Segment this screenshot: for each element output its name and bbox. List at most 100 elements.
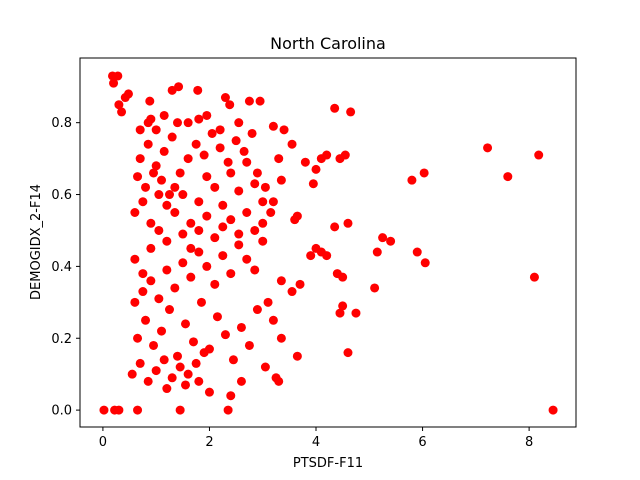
data-point	[231, 136, 241, 146]
data-point	[279, 125, 289, 135]
data-point	[183, 154, 193, 164]
data-point	[412, 247, 422, 257]
data-point	[223, 405, 233, 415]
data-point	[260, 182, 270, 192]
data-point	[183, 369, 193, 379]
data-point	[159, 110, 169, 120]
data-point	[151, 125, 161, 135]
data-point	[226, 391, 236, 401]
data-point	[113, 71, 123, 81]
data-point	[386, 236, 396, 246]
y-tick-label: 0.4	[51, 260, 72, 275]
y-tick-label: 0.2	[51, 332, 72, 347]
data-point	[154, 294, 164, 304]
data-point	[351, 308, 361, 318]
data-point	[295, 279, 305, 289]
data-point	[159, 146, 169, 156]
data-point	[247, 128, 257, 138]
data-point	[242, 254, 252, 264]
data-point	[167, 373, 177, 383]
data-point	[130, 297, 140, 307]
data-point	[258, 218, 268, 228]
data-point	[420, 258, 430, 268]
data-point	[194, 376, 204, 386]
data-point	[165, 305, 174, 315]
data-point	[244, 340, 254, 350]
data-point	[343, 348, 353, 358]
data-point	[258, 236, 268, 246]
data-point	[218, 222, 228, 232]
data-point	[252, 305, 262, 315]
x-axis-ticks: 0 2 4 6 8	[99, 427, 533, 450]
x-tick-label: 0	[99, 435, 107, 450]
data-point	[135, 358, 145, 368]
y-axis-label: DEMOGIDX_2-F14	[29, 184, 44, 300]
data-point	[143, 139, 153, 149]
data-point	[250, 225, 260, 235]
data-point	[215, 125, 225, 135]
data-point	[188, 337, 198, 347]
data-point	[210, 233, 220, 243]
data-point	[146, 243, 156, 253]
data-point	[199, 150, 209, 160]
data-point	[138, 269, 148, 279]
data-point	[180, 319, 190, 329]
data-point	[207, 128, 217, 138]
data-point	[157, 175, 167, 185]
data-point	[135, 125, 145, 135]
data-point	[191, 139, 201, 149]
data-point	[308, 179, 318, 189]
data-point	[220, 330, 230, 340]
data-point	[236, 322, 246, 332]
data-point	[143, 376, 153, 386]
data-point	[151, 161, 161, 171]
data-point	[210, 279, 220, 289]
y-axis-ticks: 0.0 0.2 0.4 0.6 0.8	[51, 116, 80, 419]
y-tick-label: 0.8	[51, 116, 72, 131]
data-point	[120, 93, 130, 103]
data-point	[244, 96, 254, 106]
data-point	[228, 355, 238, 365]
data-point	[300, 157, 310, 167]
data-point	[274, 376, 284, 386]
data-point	[191, 358, 201, 368]
data-point	[174, 82, 184, 92]
data-point	[311, 164, 321, 174]
data-point	[133, 405, 143, 415]
data-point	[193, 85, 203, 95]
data-point	[114, 405, 124, 415]
data-point	[178, 229, 188, 239]
data-point	[268, 197, 278, 207]
data-point	[141, 315, 151, 325]
data-point	[170, 283, 180, 293]
data-point	[407, 175, 417, 185]
data-point	[149, 340, 159, 350]
data-point	[167, 132, 177, 142]
data-point	[276, 175, 286, 185]
data-point	[117, 107, 127, 117]
data-point	[175, 168, 185, 178]
data-point	[223, 157, 233, 167]
data-point	[159, 355, 169, 365]
x-tick-label: 4	[312, 435, 320, 450]
data-point	[127, 369, 137, 379]
data-point	[194, 114, 204, 124]
x-tick-label: 6	[418, 435, 426, 450]
x-axis-label: PTSDF-F11	[293, 456, 363, 471]
data-point	[202, 110, 212, 120]
data-point	[109, 78, 119, 88]
data-point	[202, 261, 212, 271]
data-point	[146, 276, 156, 286]
data-point	[287, 139, 297, 149]
data-point	[372, 247, 382, 257]
data-point	[175, 362, 185, 372]
data-point	[186, 243, 196, 253]
data-point	[250, 265, 260, 275]
data-point	[178, 258, 188, 268]
data-point	[149, 168, 159, 178]
data-point	[130, 208, 140, 217]
data-point	[135, 154, 145, 164]
data-point	[370, 283, 380, 293]
data-point	[258, 197, 268, 207]
